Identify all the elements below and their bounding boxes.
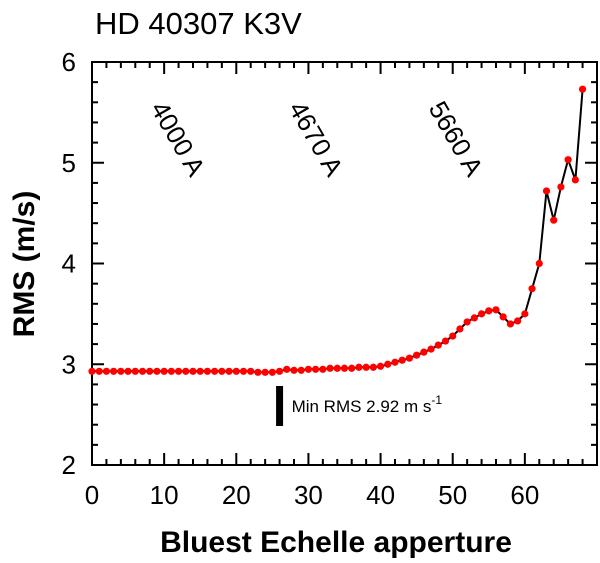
data-point (182, 367, 190, 375)
axis-ticks (91, 61, 598, 466)
data-point (131, 367, 139, 375)
wavelength-label-4000: 4000 A (145, 96, 212, 182)
data-point (384, 360, 392, 368)
data-point (95, 367, 103, 375)
data-point (297, 366, 305, 374)
data-point (528, 285, 536, 293)
data-point (160, 367, 168, 375)
y-tick-label: 4 (62, 249, 76, 279)
data-point (102, 367, 111, 375)
data-point (333, 364, 341, 372)
data-point (499, 313, 507, 321)
data-point (571, 176, 579, 184)
data-point (564, 156, 572, 164)
data-point (211, 367, 219, 375)
chart-title: HD 40307 K3V (95, 6, 302, 41)
data-point (477, 310, 486, 318)
data-point (117, 367, 125, 375)
data-point (355, 363, 363, 371)
x-axis-label: Bluest Echelle apperture (160, 526, 512, 559)
min-rms-text: Min RMS 2.92 m s (292, 397, 432, 416)
data-point (449, 332, 457, 340)
data-point (405, 354, 414, 362)
data-point (398, 356, 406, 364)
data-point (167, 367, 175, 375)
data-point (196, 367, 204, 375)
data-point (550, 216, 558, 224)
data-point (542, 187, 551, 195)
x-tick-label: 10 (150, 480, 179, 510)
data-point (391, 358, 399, 366)
data-point (427, 345, 435, 353)
data-point (88, 367, 96, 375)
data-point (578, 85, 587, 93)
data-point (376, 362, 385, 370)
data-point (492, 306, 500, 314)
data-point (110, 367, 118, 375)
data-point (239, 367, 248, 375)
y-tick-label: 3 (62, 349, 76, 379)
x-tick-label: 20 (222, 480, 251, 510)
data-point (254, 368, 262, 376)
data-point (153, 367, 161, 375)
data-point (218, 367, 226, 375)
x-tick-label: 40 (366, 480, 395, 510)
x-tick-label: 0 (85, 480, 99, 510)
data-point (521, 310, 529, 318)
min-rms-exponent: -1 (431, 393, 442, 407)
data-point (441, 337, 450, 345)
data-points (88, 85, 587, 376)
x-tick-label: 60 (510, 480, 539, 510)
data-point (146, 367, 154, 375)
y-tick-labels: 2 3 4 5 6 (62, 47, 76, 480)
wavelength-label-5660: 5660 A (423, 96, 490, 182)
data-point (506, 320, 515, 328)
x-tick-label: 50 (438, 480, 467, 510)
y-tick-label: 6 (62, 47, 76, 77)
y-axis-label: RMS (m/s) (8, 191, 41, 338)
data-point (138, 367, 147, 375)
min-rms-marker (276, 386, 284, 426)
data-point (203, 367, 212, 375)
data-point (290, 366, 298, 374)
data-point (312, 365, 320, 373)
y-tick-label: 2 (62, 450, 76, 480)
data-point (319, 365, 327, 373)
data-point (514, 317, 522, 325)
x-tick-labels: 0 10 20 30 40 50 60 (85, 480, 540, 510)
data-point (463, 318, 471, 326)
data-point (174, 367, 183, 375)
data-point (283, 365, 291, 373)
data-point (275, 367, 284, 375)
x-tick-label: 30 (294, 480, 323, 510)
data-point (225, 367, 233, 375)
data-point (124, 367, 132, 375)
wavelength-label-4670: 4670 A (283, 96, 350, 182)
data-point (304, 365, 313, 373)
data-point (535, 259, 543, 268)
data-point (189, 367, 197, 375)
data-point (456, 325, 464, 333)
data-point (413, 351, 421, 359)
data-point (369, 363, 377, 371)
data-point (348, 364, 356, 372)
data-point (326, 364, 334, 372)
data-point (362, 363, 370, 371)
data-point (261, 368, 269, 376)
data-point (434, 341, 442, 349)
data-point (470, 314, 478, 322)
data-point (485, 307, 493, 315)
data-point (340, 364, 349, 372)
y-tick-label: 5 (62, 148, 76, 178)
data-point (232, 367, 240, 375)
data-point (268, 368, 276, 376)
min-rms-label: Min RMS 2.92 m s-1 (292, 393, 443, 416)
data-point (557, 183, 565, 191)
data-point (420, 348, 428, 356)
data-point (247, 367, 255, 375)
